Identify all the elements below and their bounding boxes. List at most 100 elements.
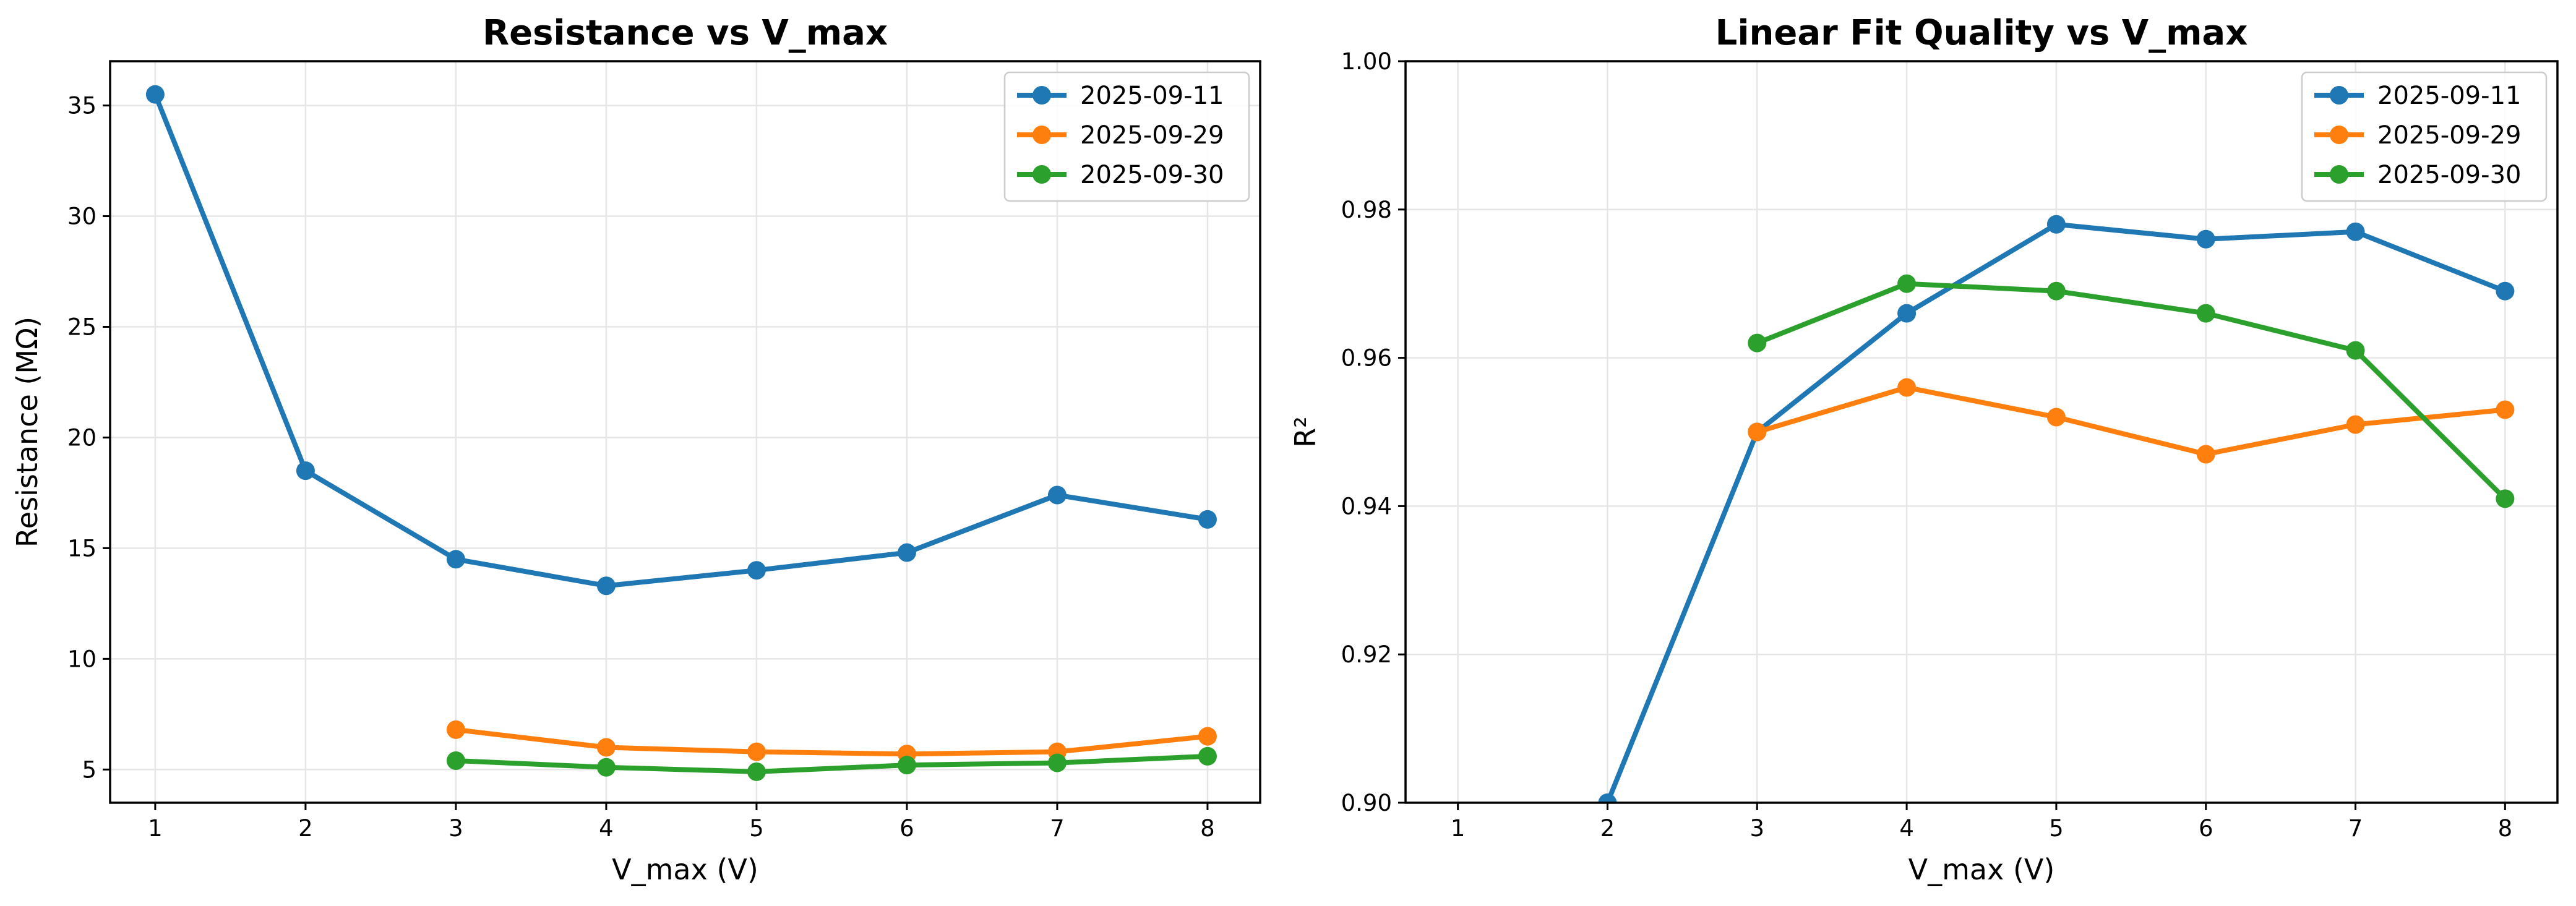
- data-point: [446, 720, 465, 739]
- data-point: [2346, 222, 2365, 241]
- legend-label: 2025-09-29: [1080, 121, 1224, 150]
- x-tick-label: 7: [1050, 815, 1065, 842]
- y-tick-label: 0.92: [1341, 641, 1392, 668]
- data-point: [1047, 753, 1067, 772]
- legend-item: 2025-09-11: [1017, 82, 1224, 110]
- legend-marker: [2330, 86, 2348, 105]
- legend-label: 2025-09-30: [1080, 161, 1224, 189]
- legend-label: 2025-09-11: [1080, 82, 1224, 110]
- data-point: [1598, 793, 1617, 803]
- legend-item: 2025-09-30: [1017, 161, 1224, 189]
- data-point: [897, 756, 916, 775]
- plot-frame: [1404, 60, 2559, 804]
- y-tick-label: 20: [67, 424, 97, 451]
- chart-title: Linear Fit Quality vs V_max: [1715, 13, 2248, 53]
- series-line: [453, 753, 1210, 774]
- y-axis-label: R²: [1289, 416, 1322, 447]
- data-point: [897, 543, 916, 562]
- legend-box: [1003, 71, 1250, 202]
- y-tick-label: 10: [67, 646, 97, 672]
- legend-item: 2025-09-29: [2314, 121, 2521, 150]
- data-point: [1897, 304, 1917, 323]
- series-2025-09-11: [145, 85, 1217, 596]
- x-tick-label: 8: [2498, 815, 2513, 842]
- x-tick-label: 4: [599, 815, 614, 842]
- legend-item: 2025-09-11: [2314, 82, 2521, 110]
- series-2025-09-30: [446, 746, 1217, 781]
- data-point: [1047, 485, 1067, 505]
- data-point: [2496, 281, 2515, 301]
- legend: 2025-09-11 2025-09-29 2025-09-30: [2301, 71, 2548, 202]
- data-point: [747, 762, 766, 781]
- y-tick-label: 0.98: [1341, 197, 1392, 223]
- legend-marker: [1033, 86, 1051, 105]
- data-point: [2346, 341, 2365, 360]
- data-point: [2046, 215, 2066, 234]
- legend-marker: [2330, 165, 2348, 184]
- data-point: [1198, 510, 1217, 529]
- y-tick-label: 1.00: [1341, 48, 1392, 75]
- data-point: [596, 576, 616, 596]
- chart-panel-1: 1 2 3 4 5 6 7 8 5 10 15 20 25 30 35 Resistance vs V_max…: [11, 13, 1261, 886]
- data-point: [296, 461, 315, 481]
- x-tick-label: 4: [1899, 815, 1914, 842]
- legend: 2025-09-11 2025-09-29 2025-09-30: [1003, 71, 1250, 202]
- data-point: [747, 742, 766, 761]
- x-tick-label: 3: [449, 815, 463, 842]
- series-line: [152, 92, 1210, 589]
- x-tick-label: 8: [1200, 815, 1215, 842]
- legend-box: [2301, 71, 2548, 202]
- data-point: [596, 758, 616, 777]
- data-point: [2046, 408, 2066, 427]
- series-line: [1754, 281, 2508, 502]
- data-point: [2496, 400, 2515, 419]
- legend-marker: [1033, 126, 1051, 144]
- data-point: [2346, 415, 2365, 434]
- legend-label: 2025-09-11: [2377, 82, 2521, 110]
- y-axis-label: Resistance (MΩ): [11, 317, 44, 547]
- data-point: [596, 738, 616, 757]
- plot-frame: [109, 60, 1261, 804]
- y-tick-label: 0.96: [1341, 345, 1392, 372]
- x-tick-label: 1: [148, 815, 163, 842]
- series-2025-09-30: [1748, 274, 2515, 508]
- series-2025-09-29: [446, 720, 1217, 764]
- data-point: [2496, 489, 2515, 508]
- y-tick-label: 30: [67, 203, 97, 230]
- y-tick-label: 5: [82, 756, 97, 783]
- y-tick-label: 0.94: [1341, 493, 1392, 519]
- chart-title: Resistance vs V_max: [483, 13, 888, 53]
- series-line: [453, 727, 1210, 757]
- legend-label: 2025-09-29: [2377, 121, 2521, 150]
- data-point: [1198, 746, 1217, 766]
- data-point: [446, 751, 465, 770]
- data-point: [145, 85, 165, 104]
- series-line: [1754, 385, 2508, 457]
- data-point: [2196, 304, 2215, 323]
- x-tick-label: 5: [749, 815, 764, 842]
- series-2025-09-29: [1748, 378, 2515, 464]
- y-tick-label: 15: [67, 535, 97, 562]
- x-tick-label: 2: [298, 815, 313, 842]
- legend-marker: [1033, 165, 1051, 184]
- y-tick-label: 25: [67, 314, 97, 340]
- legend-item: 2025-09-29: [1017, 121, 1224, 150]
- data-point: [446, 550, 465, 569]
- x-axis-label: V_max (V): [1908, 853, 2055, 886]
- x-tick-label: 5: [2049, 815, 2064, 842]
- x-tick-label: 1: [1451, 815, 1466, 842]
- x-tick-label: 6: [899, 815, 914, 842]
- legend-marker: [2330, 126, 2348, 144]
- data-point: [1897, 274, 1917, 293]
- x-axis-label: V_max (V): [612, 853, 758, 886]
- x-tick-label: 6: [2199, 815, 2213, 842]
- legend-label: 2025-09-30: [2377, 161, 2521, 189]
- legend-item: 2025-09-30: [2314, 161, 2521, 189]
- data-point: [2196, 229, 2215, 249]
- x-tick-label: 2: [1600, 815, 1615, 842]
- chart-panel-2: 1 2 3 4 5 6 7 8 0.90 0.92 0.94 0.96 0.98 1.00 Linear F…: [1289, 13, 2559, 886]
- y-tick-label: 35: [67, 93, 97, 119]
- y-tick-label: 0.90: [1341, 790, 1392, 816]
- data-point: [1198, 727, 1217, 746]
